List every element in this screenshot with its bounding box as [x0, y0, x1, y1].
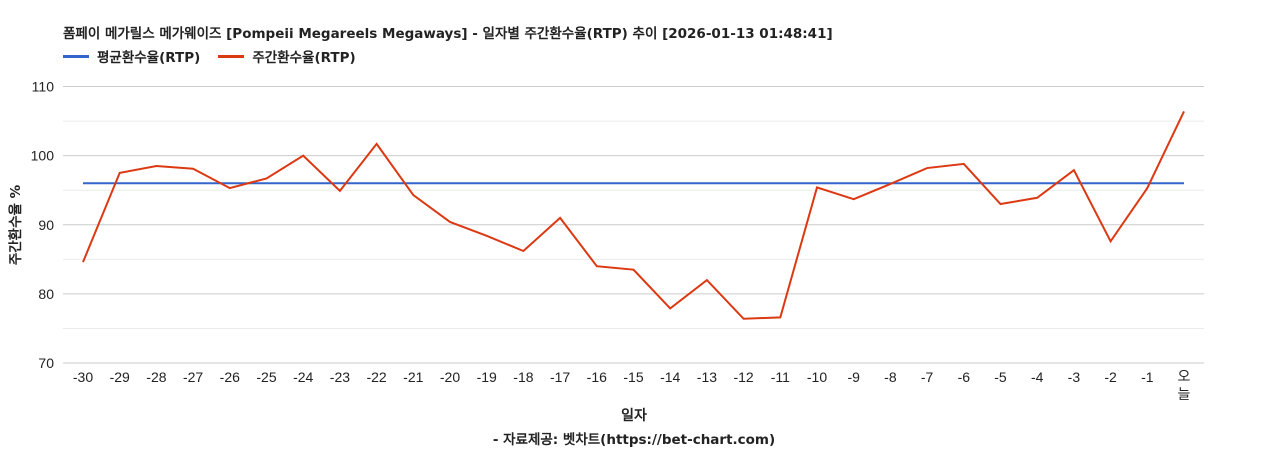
- x-tick-label: -7: [921, 369, 934, 385]
- x-tick-label: -16: [587, 369, 607, 385]
- x-axis-ticks: -30 -29 -28 -27 -26 -25 -24 -23 -22 -21 -20 -19 -18 -…: [73, 368, 1191, 402]
- y-tick-label: 80: [38, 286, 54, 302]
- y-axis-label: 주간환수율 %: [7, 184, 24, 265]
- x-tick-label: -27: [183, 369, 203, 385]
- legend-item-average-rtp[interactable]: 평균환수율(RTP): [63, 46, 200, 66]
- x-tick-label: -20: [440, 369, 460, 385]
- x-tick-label: -12: [733, 369, 753, 385]
- chart-legend: 평균환수율(RTP) 주간환수율(RTP): [63, 46, 356, 66]
- data-source-credit: - 자료제공: 벳차트(https://bet-chart.com): [492, 432, 776, 448]
- y-tick-label: 110: [32, 79, 55, 95]
- x-tick-label: -11: [771, 369, 790, 385]
- legend-label: 주간환수율(RTP): [252, 50, 356, 66]
- x-tick-label: -19: [477, 369, 497, 385]
- chart-title: 폼페이 메가릴스 메가웨이즈 [Pompeii Megareels Megawa…: [63, 26, 833, 42]
- x-tick-label: -9: [847, 369, 860, 385]
- x-tick-label: -17: [550, 369, 570, 385]
- y-tick-label: 70: [38, 355, 54, 371]
- x-tick-label: -3: [1068, 369, 1081, 385]
- x-axis-label: 일자: [621, 408, 647, 424]
- x-tick-label: -23: [330, 369, 350, 385]
- gridlines: [63, 86, 1204, 364]
- x-tick-label: -22: [366, 369, 386, 385]
- legend-swatch-blue: [63, 54, 89, 58]
- y-tick-label: 90: [38, 217, 54, 233]
- x-tick-label: -15: [623, 369, 643, 385]
- x-tick-label: -4: [1031, 369, 1044, 385]
- legend-item-weekly-rtp[interactable]: 주간환수율(RTP): [218, 46, 356, 66]
- x-tick-label: -29: [110, 369, 130, 385]
- x-tick-label: -28: [146, 369, 166, 385]
- x-tick-label: -21: [403, 369, 423, 385]
- x-tick-label: -8: [884, 369, 897, 385]
- x-tick-label: -5: [994, 369, 1007, 385]
- y-tick-label: 100: [31, 148, 55, 164]
- series-lines: [82, 110, 1185, 320]
- legend-swatch-red: [218, 54, 245, 58]
- x-tick-label: -2: [1104, 369, 1117, 385]
- x-tick-label: 오: [1178, 368, 1191, 384]
- x-tick-label: -10: [807, 369, 827, 385]
- x-tick-label: -24: [293, 369, 313, 385]
- weekly-rtp-line[interactable]: [82, 110, 1185, 320]
- x-tick-label: -6: [958, 369, 971, 385]
- x-tick-label: -1: [1141, 369, 1154, 385]
- x-tick-label: 늘: [1178, 386, 1191, 402]
- x-tick-label: -30: [73, 369, 93, 385]
- y-axis-ticks: 70 80 90 100 110: [31, 79, 55, 372]
- x-tick-label: -25: [256, 369, 276, 385]
- x-tick-label: -18: [513, 369, 533, 385]
- legend-label: 평균환수율(RTP): [97, 50, 201, 66]
- x-tick-label: -14: [660, 369, 680, 385]
- x-tick-label: -13: [697, 369, 717, 385]
- x-tick-label: -26: [220, 369, 240, 385]
